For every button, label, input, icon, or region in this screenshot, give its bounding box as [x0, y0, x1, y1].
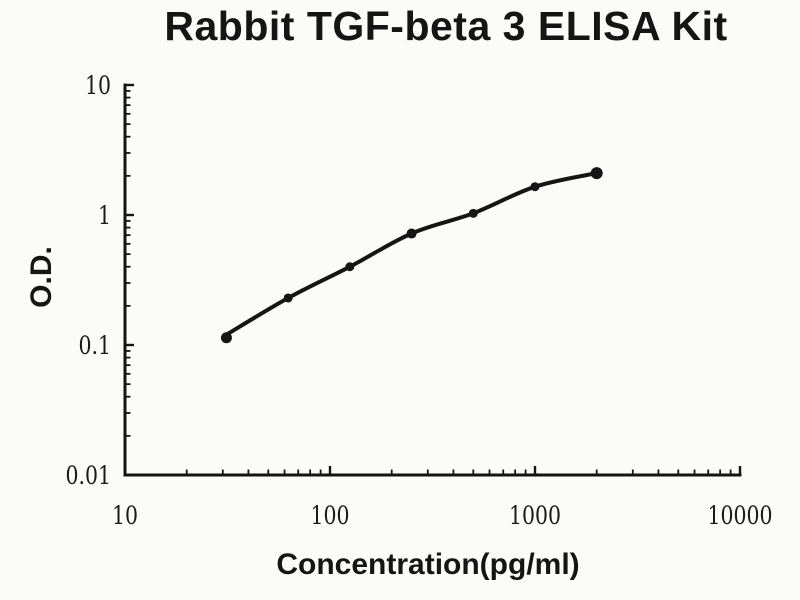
- y-tick-label: 1: [98, 201, 111, 230]
- x-axis-title: Concentration(pg/ml): [276, 548, 580, 581]
- x-tick-label: 10: [112, 501, 138, 530]
- y-tick-label: 0.1: [79, 331, 112, 360]
- data-point-marker: [283, 293, 293, 303]
- data-point-marker: [530, 182, 540, 192]
- data-point-marker: [220, 332, 232, 344]
- chart-title: Rabbit TGF-beta 3 ELISA Kit: [164, 3, 728, 49]
- x-tick-label: 1000: [509, 501, 561, 530]
- y-tick-label: 10: [85, 71, 111, 100]
- y-tick-label: 0.01: [66, 461, 112, 490]
- x-tick-label: 10000: [708, 501, 773, 530]
- data-point-marker: [468, 208, 478, 218]
- data-point-marker: [590, 167, 603, 180]
- data-point-marker: [406, 228, 417, 239]
- standard-curve-line: [224, 171, 599, 337]
- data-point-marker: [345, 262, 355, 272]
- x-tick-label: 100: [311, 501, 350, 530]
